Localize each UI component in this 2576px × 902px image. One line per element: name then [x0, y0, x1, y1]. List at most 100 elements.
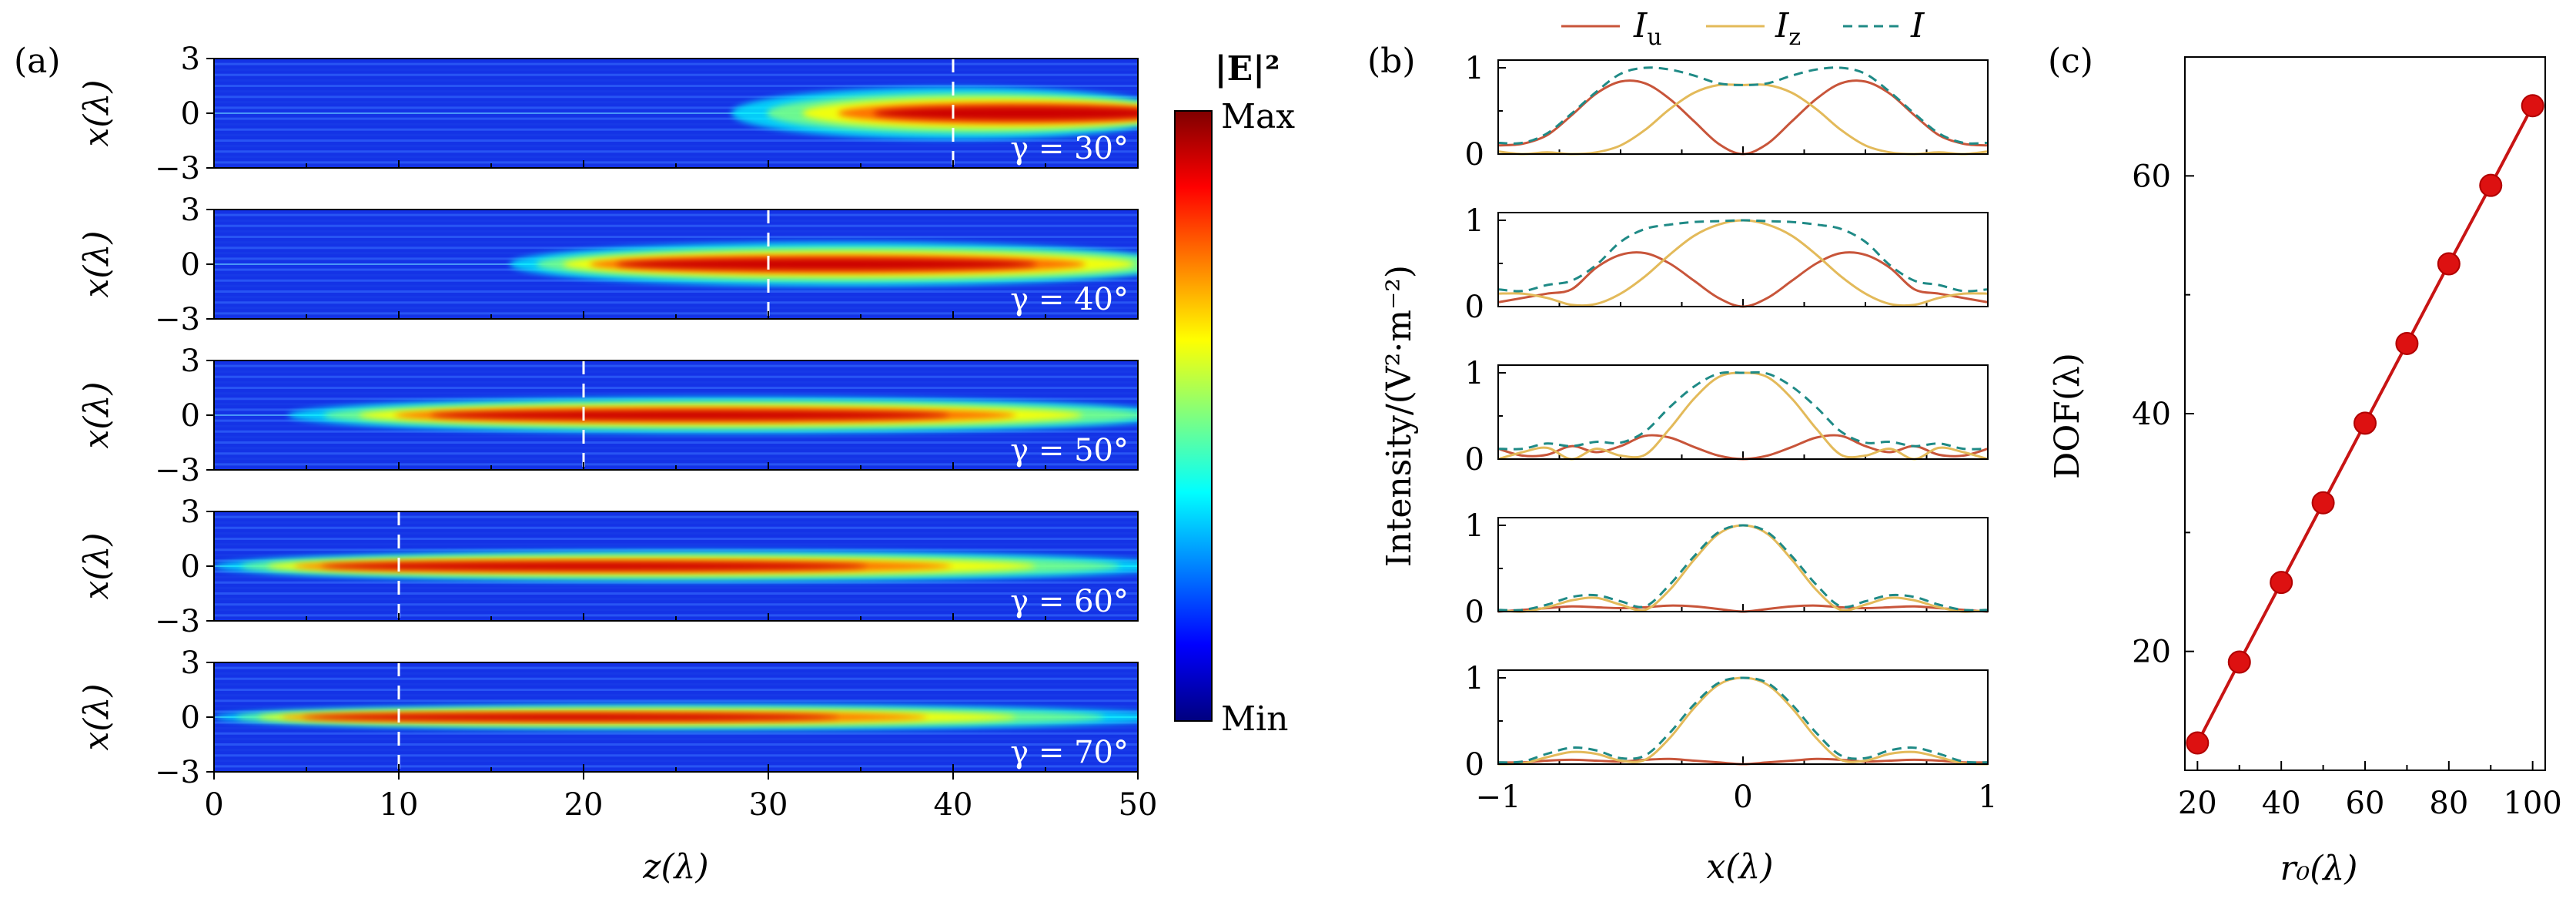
panel-label-c: (c) [2048, 42, 2093, 81]
dof-point [2354, 411, 2377, 435]
profile-frame [1497, 364, 1989, 460]
heatmap-ytick-label: −3 [155, 151, 200, 186]
profile-line-Iz [1497, 219, 1989, 307]
heatmap-ylabel: x(λ) [77, 381, 116, 448]
profile-line-I [1497, 371, 1989, 451]
profile-frame [1497, 59, 1989, 155]
panel-a-xlabel: z(λ) [642, 847, 708, 887]
panel-b-xtick-label: −1 [1476, 780, 1521, 815]
dof-xtick-label: 80 [2429, 786, 2468, 821]
panel-a-xtick-label: 20 [564, 787, 604, 823]
heatmap-ytick-label: 0 [181, 398, 200, 434]
panel-c-xlabel: r₀(λ) [2280, 849, 2358, 888]
legend-Iu-sub: u [1647, 24, 1661, 51]
heatmap-gamma-label: γ = 40° [1010, 282, 1129, 317]
dof-xtick-label: 40 [2262, 786, 2301, 821]
profile-subplot-1: 10 [1465, 203, 1989, 325]
colorbar-max-label: Max [1221, 97, 1295, 136]
dof-xtick-label: 60 [2346, 786, 2385, 821]
heatmap-ytick-label: 0 [181, 700, 200, 736]
profile-ytick-label: 1 [1465, 508, 1484, 544]
heatmap-ytick-label: 0 [181, 247, 200, 283]
profile-line-Iu [1497, 79, 1989, 156]
panel-a-xtick-label: 30 [749, 787, 788, 823]
profile-frame [1497, 212, 1989, 307]
heatmap-ytick-label: 0 [181, 96, 200, 132]
heatmap-ytick-label: 3 [181, 42, 200, 77]
heatmap-row-1: γ = 40° 3 0 −3 x(λ) [77, 193, 1139, 337]
dof-xtick-label: 20 [2178, 786, 2217, 821]
panel-a-xtick-label: 40 [934, 787, 973, 823]
heatmap-gamma-label: γ = 50° [1010, 433, 1129, 468]
heatmap-content-1 [214, 210, 1138, 319]
heatmap-focus-band [873, 106, 1138, 120]
heatmap-row-0: γ = 30° 3 0 −3 x(λ) [77, 42, 1139, 186]
heatmap-content-4 [214, 662, 1138, 772]
heatmap-gamma-label: γ = 30° [1010, 131, 1129, 166]
heatmap-ytick-label: −3 [155, 302, 200, 337]
profile-ytick-label: 0 [1465, 290, 1484, 325]
panel-b-ylabel: Intensity/(V²·m⁻²) [1380, 265, 1419, 567]
profile-subplot-4: 10 [1465, 661, 1989, 783]
heatmap-ylabel: x(λ) [77, 230, 116, 297]
profile-ytick-label: 0 [1465, 747, 1484, 783]
panel-c-ylabel: DOF(λ) [2048, 353, 2087, 479]
profile-subplot-0: 10 [1465, 51, 1989, 173]
heatmap-row-2: γ = 50° 3 0 −3 x(λ) [77, 344, 1139, 488]
panel-a-xtick-label: 50 [1119, 787, 1158, 823]
profile-line-I [1497, 219, 1989, 293]
profile-line-Iz [1497, 524, 1989, 613]
panel-c-dof: 20 40 60 20 40 60 80 100 [2132, 56, 2562, 821]
dof-point [2311, 491, 2335, 515]
colorbar-gradient [1174, 110, 1213, 722]
legend-Iz-main: I [1775, 6, 1790, 45]
profile-ytick-label: 1 [1465, 203, 1484, 239]
heatmap-ylabel: x(λ) [77, 79, 116, 146]
panel-label-b: (b) [1367, 42, 1416, 81]
colorbar-min-label: Min [1221, 699, 1288, 739]
profile-ytick-label: 0 [1465, 137, 1484, 173]
dof-xtick-label: 100 [2503, 786, 2561, 821]
heatmap-content-0 [214, 59, 1138, 168]
profile-subplot-2: 10 [1465, 356, 1989, 478]
dof-point [2227, 650, 2251, 674]
profile-line-I [1497, 66, 1989, 145]
heatmap-ytick-label: 0 [181, 549, 200, 585]
panel-a-xtick-label: 0 [204, 787, 223, 823]
heatmap-row-3: γ = 60° 3 0 −3 x(λ) [77, 495, 1139, 639]
colorbar-title: |E|² [1215, 49, 1280, 89]
profile-line-Iz [1497, 676, 1989, 766]
profile-frame [1497, 517, 1989, 612]
panel-b-xtick-label: 1 [1978, 780, 1997, 815]
heatmap-ytick-label: −3 [155, 604, 200, 639]
profile-ytick-label: 1 [1465, 356, 1484, 391]
dof-point [2437, 252, 2461, 276]
legend: Iu Iz I [1561, 6, 1925, 51]
dof-point [2186, 731, 2210, 755]
legend-Iz-sub: z [1788, 24, 1801, 51]
profile-ytick-label: 0 [1465, 442, 1484, 478]
heatmap-focus-band [430, 410, 950, 421]
dof-ytick-label: 20 [2132, 635, 2171, 670]
dof-point [2521, 94, 2544, 118]
panel-b-xtick-label: 0 [1733, 780, 1752, 815]
heatmap-ytick-label: 3 [181, 344, 200, 379]
panel-b-xlabel: x(λ) [1706, 847, 1773, 887]
legend-I-label: I [1910, 6, 1925, 45]
profile-ytick-label: 0 [1465, 595, 1484, 630]
heatmap-gamma-label: γ = 60° [1010, 584, 1129, 619]
panel-label-a: (a) [14, 42, 61, 81]
dof-point [2395, 331, 2419, 355]
profile-line-I [1497, 524, 1989, 612]
heatmap-row-4: γ = 70° 3 0 −3 x(λ) [77, 645, 1139, 790]
profile-line-Iz [1497, 83, 1989, 156]
heatmap-content-2 [214, 360, 1138, 470]
heatmap-ytick-label: 3 [181, 193, 200, 228]
heatmap-ytick-label: 3 [181, 645, 200, 681]
dof-ytick-label: 40 [2132, 397, 2171, 432]
profile-ytick-label: 1 [1465, 51, 1484, 86]
heatmap-ytick-label: −3 [155, 453, 200, 488]
profile-subplot-3: 10 [1465, 508, 1989, 630]
